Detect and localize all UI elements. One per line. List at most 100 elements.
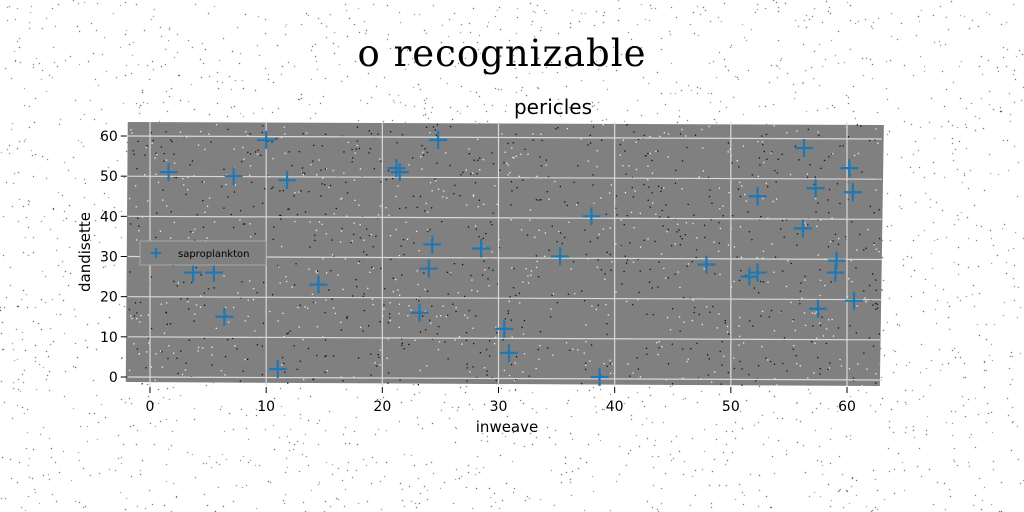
noise-dot [530, 274, 532, 276]
noise-dot [854, 154, 856, 157]
noise-dot [322, 177, 324, 179]
noise-dot [423, 272, 425, 274]
noise-dot [518, 175, 520, 177]
noise-dot [773, 125, 775, 127]
noise-dot [789, 173, 792, 176]
noise-dot [536, 175, 538, 177]
noise-dot [241, 160, 243, 163]
noise-dot [195, 266, 197, 269]
noise-dot [488, 267, 490, 269]
noise-dot [483, 203, 485, 205]
noise-dot [324, 311, 326, 314]
noise-dot [251, 181, 253, 183]
noise-dot [817, 357, 819, 359]
data-point [429, 131, 448, 150]
noise-dot [762, 257, 764, 259]
noise-dot [777, 158, 779, 160]
noise-dot [547, 176, 550, 178]
noise-dot [719, 273, 721, 276]
noise-dot [535, 368, 537, 370]
noise-dot [536, 260, 538, 263]
noise-dot [616, 214, 618, 216]
noise-dot [597, 259, 599, 261]
noise-dot [272, 158, 274, 160]
noise-dot [261, 131, 263, 134]
noise-dot [476, 173, 478, 175]
noise-dot [859, 233, 861, 236]
noise-dot [185, 136, 188, 138]
noise-dot [341, 197, 343, 199]
noise-dot [492, 163, 495, 165]
noise-dot [256, 292, 258, 294]
noise-dot [401, 344, 403, 346]
noise-dot [281, 245, 283, 248]
noise-dot [354, 152, 356, 154]
noise-dot [584, 229, 586, 231]
noise-dot [459, 195, 461, 197]
noise-dot [878, 209, 880, 211]
noise-dot [657, 150, 659, 152]
noise-dot [440, 315, 442, 317]
noise-dot [403, 348, 405, 350]
noise-dot [848, 368, 851, 370]
noise-dot [161, 366, 163, 368]
noise-dot [774, 256, 777, 258]
noise-dot [825, 342, 828, 345]
noise-dot [370, 133, 372, 135]
noise-dot [472, 172, 474, 174]
noise-dot [321, 145, 323, 147]
noise-dot [729, 148, 731, 151]
noise-dot [187, 176, 189, 178]
noise-dot [665, 277, 667, 279]
noise-dot [713, 241, 715, 243]
noise-dot [484, 269, 486, 271]
noise-dot [637, 368, 639, 370]
noise-dot [677, 271, 679, 273]
noise-dot [135, 206, 137, 208]
noise-dot [540, 165, 542, 167]
noise-dot [847, 198, 849, 201]
noise-dot [450, 272, 452, 274]
x-tick-label: 60 [838, 399, 856, 415]
noise-dot [191, 281, 193, 284]
noise-dot [721, 341, 723, 343]
noise-dot [450, 125, 452, 128]
noise-dot [375, 235, 377, 237]
noise-dot [371, 298, 374, 300]
noise-dot [314, 239, 316, 242]
noise-dot [333, 213, 335, 215]
noise-dot [339, 241, 342, 243]
noise-dot [708, 176, 710, 179]
noise-dot [280, 214, 282, 217]
noise-dot [425, 126, 428, 128]
noise-dot [811, 341, 813, 343]
noise-dot [322, 258, 324, 260]
noise-dot [437, 349, 440, 351]
noise-dot [356, 126, 359, 128]
noise-dot [298, 326, 300, 328]
data-point [410, 303, 429, 322]
noise-dot [337, 274, 339, 276]
noise-dot [298, 151, 300, 153]
noise-dot [561, 242, 563, 245]
noise-dot [873, 242, 875, 245]
noise-dot [534, 236, 536, 238]
noise-dot [592, 126, 595, 128]
noise-dot [633, 227, 635, 229]
noise-dot [312, 160, 314, 162]
noise-dot [424, 329, 427, 331]
noise-dot [331, 254, 334, 256]
noise-dot [681, 348, 684, 350]
noise-dot [564, 201, 566, 203]
noise-dot [283, 336, 285, 338]
noise-dot [130, 315, 132, 317]
noise-dot [709, 189, 711, 191]
noise-dot [131, 318, 133, 320]
noise-dot [297, 306, 299, 309]
noise-dot [817, 131, 819, 133]
noise-dot [665, 379, 667, 381]
noise-dot [663, 187, 665, 189]
noise-dot [790, 301, 792, 304]
noise-dot [809, 164, 811, 166]
noise-dot [668, 217, 670, 219]
